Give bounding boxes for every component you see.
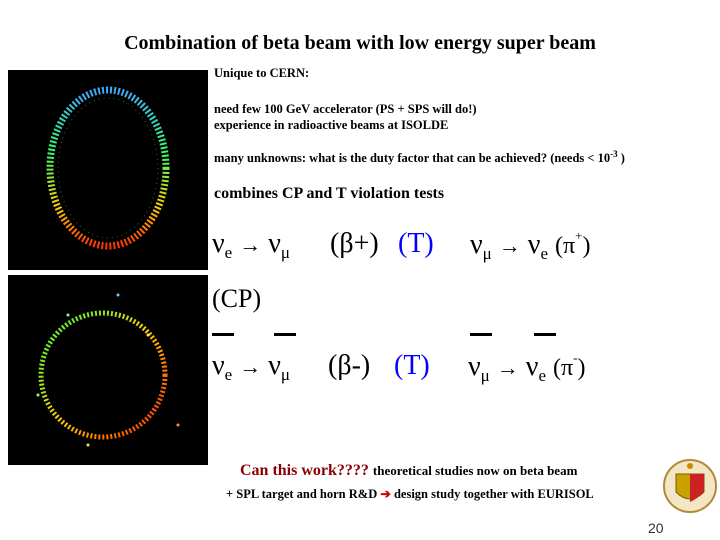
detector-ring-bottom [36, 293, 180, 447]
pi-open: (π [555, 233, 576, 259]
bullet-unknowns: many unknowns: what is the duty factor t… [214, 149, 625, 166]
unknowns-exponent: -3 [610, 149, 618, 159]
question-text: Can this work???? [240, 462, 369, 479]
pi-minus-sup: - [573, 350, 578, 365]
reaction-anti-numu-to-nue: νμ → νe (π-) [468, 350, 585, 386]
pi-open: (π [553, 355, 574, 381]
reaction-numu-to-nue: νμ → νe (π+) [470, 228, 590, 264]
t-label-row1: (T) [398, 228, 434, 259]
bullet-unique-to-cern: Unique to CERN: [214, 66, 310, 80]
question-line: Can this work???? theoretical studies no… [240, 462, 577, 480]
sub-e: e [224, 365, 233, 384]
arrow-right-icon: ➔ [380, 487, 391, 501]
arrow-icon: → [239, 354, 262, 379]
question-tail: theoretical studies now on beta beam [372, 463, 578, 478]
pi-minus-label: (π-) [553, 350, 586, 381]
nu-symbol: ν [527, 229, 541, 260]
nu-symbol: ν [525, 351, 539, 382]
antineutrino-bar [212, 333, 234, 336]
cp-label: (CP) [212, 284, 262, 313]
sub-mu: μ [280, 365, 291, 384]
university-seal-logo [662, 456, 718, 516]
bullet-accelerator: need few 100 GeV accelerator (PS + SPS w… [214, 102, 477, 116]
design-study-text: design study together with EURISOL [393, 487, 594, 501]
antineutrino-bar [470, 333, 492, 336]
spl-line: + SPL target and horn R&D ➔ design study… [226, 486, 594, 502]
sub-e: e [224, 243, 233, 262]
nu-symbol: ν [268, 350, 281, 381]
combines-line: combines CP and T violation tests [214, 185, 445, 202]
beta-minus-label: (β-) [328, 350, 371, 381]
nu-symbol: ν [470, 229, 483, 260]
unknowns-close: ) [617, 151, 625, 166]
detector-ring-top [46, 86, 170, 250]
sub-mu: μ [480, 366, 490, 385]
arrow-icon: → [496, 355, 519, 380]
sub-e: e [538, 366, 547, 385]
slide-title: Combination of beta beam with low energy… [124, 32, 596, 54]
reaction-nue-to-numu: νe → νμ [212, 228, 290, 263]
nu-symbol: ν [268, 228, 281, 259]
detector-event-display-bottom [8, 275, 208, 465]
page-number: 20 [648, 520, 664, 536]
t-label-row2: (T) [394, 350, 430, 381]
nu-symbol: ν [212, 350, 225, 381]
sub-mu: μ [280, 243, 291, 262]
detector-event-display-top [8, 70, 208, 270]
nu-symbol: ν [212, 228, 225, 259]
nu-symbol: ν [468, 351, 481, 382]
bullet-radioactive-beams: experience in radioactive beams at ISOLD… [214, 118, 449, 132]
arrow-icon: → [239, 232, 262, 257]
beta-plus-label: (β+) [330, 228, 379, 259]
reaction-anti-nue-to-numu: νe → νμ [212, 350, 290, 385]
spl-text: + SPL target and horn R&D [226, 487, 378, 501]
antineutrino-bar [274, 333, 296, 336]
unknowns-text: many unknowns: what is the duty factor t… [214, 151, 611, 166]
pi-close: ) [577, 355, 586, 381]
sub-e: e [540, 244, 549, 263]
sub-mu: μ [482, 244, 492, 263]
pi-plus-sup: + [575, 228, 583, 243]
pi-plus-label: (π+) [555, 228, 591, 259]
pi-close: ) [582, 233, 591, 259]
arrow-icon: → [498, 233, 521, 258]
antineutrino-bar [534, 333, 556, 336]
